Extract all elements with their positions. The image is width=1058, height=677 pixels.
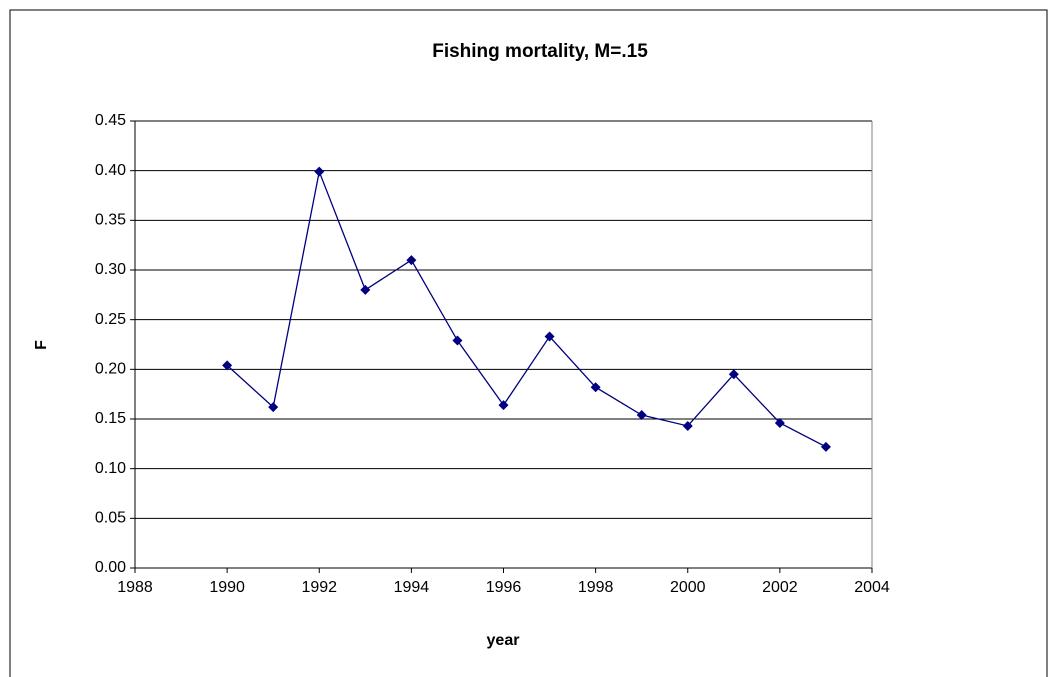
- data-point: [314, 166, 325, 177]
- data-point: [820, 441, 831, 452]
- data-point: [498, 400, 509, 411]
- chart-border: [9, 9, 1048, 677]
- data-point: [222, 360, 233, 371]
- x-tick-label: 2000: [670, 579, 706, 596]
- x-axis-label: year: [487, 632, 520, 649]
- x-tick-label: 1990: [209, 579, 245, 596]
- series-line: [226, 169, 827, 448]
- y-tick-label: 0.40: [95, 162, 126, 179]
- data-point: [682, 420, 693, 431]
- data-point: [774, 417, 785, 428]
- data-point: [590, 382, 601, 393]
- x-tick-label: 1998: [578, 579, 614, 596]
- chart-title: Fishing mortality, M=.15: [432, 41, 648, 62]
- data-point: [452, 335, 463, 346]
- data-point: [636, 410, 647, 421]
- y-axis-label: F: [33, 340, 50, 350]
- y-tick-label: 0.05: [95, 510, 126, 527]
- y-tick-label: 0.45: [95, 112, 126, 129]
- y-tick-label: 0.35: [95, 212, 126, 229]
- data-point: [544, 331, 555, 342]
- x-tick-label: 1996: [486, 579, 522, 596]
- data-point: [406, 255, 417, 266]
- x-tick-label: 1994: [394, 579, 430, 596]
- data-point: [728, 369, 739, 380]
- data-point: [360, 284, 371, 295]
- y-tick-label: 0.20: [95, 361, 126, 378]
- x-tick-label: 1988: [117, 579, 153, 596]
- y-tick-label: 0.00: [95, 559, 126, 576]
- data-point: [268, 402, 279, 413]
- x-tick-label: 2002: [762, 579, 798, 596]
- x-tick-label: 1992: [301, 579, 337, 596]
- x-tick-label: 2004: [854, 579, 890, 596]
- y-tick-label: 0.10: [95, 460, 126, 477]
- y-tick-label: 0.30: [95, 261, 126, 278]
- y-tick-label: 0.15: [95, 410, 126, 427]
- y-tick-label: 0.25: [95, 311, 126, 328]
